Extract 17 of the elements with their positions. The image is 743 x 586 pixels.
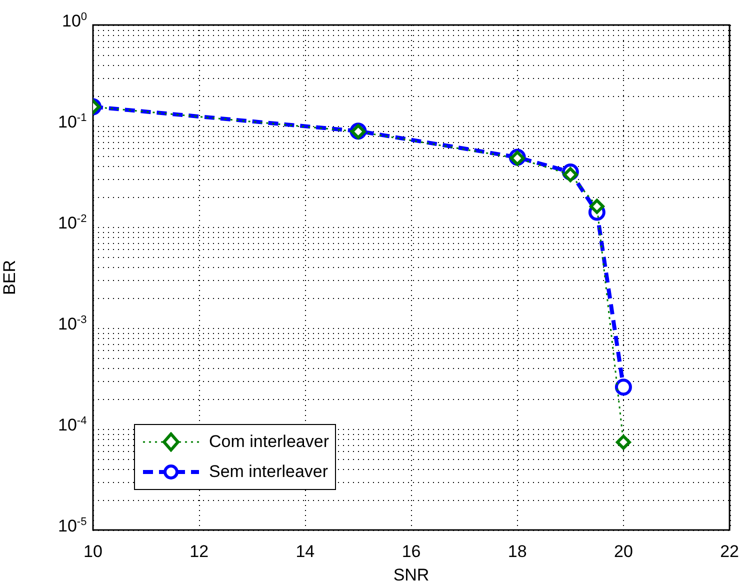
y-tick-label: 10$^{-1}$ (58, 112, 87, 132)
legend-label: Sem interleaver (209, 462, 328, 482)
y-tick-label: 10$^{-2}$ (58, 212, 87, 234)
x-tick-label: 18 (508, 542, 527, 561)
x-tick-label: 22 (720, 542, 740, 561)
y-axis-title: BER (0, 260, 19, 295)
y-tick-label: 10$^{-3}$ (58, 314, 87, 334)
y-tick-label: 10$^{-5}$ (58, 516, 87, 536)
x-tick-label: 10 (84, 542, 102, 561)
y-tick-label: 10$^{0}$ (62, 10, 88, 32)
legend-label: Com interleaver (209, 432, 329, 452)
x-tick-label: 16 (402, 542, 421, 561)
x-tick-label: 12 (190, 542, 209, 561)
x-tick-label: 14 (296, 542, 315, 561)
x-axis-title: SNR (393, 565, 430, 584)
y-tick-label: 10$^{-4}$ (58, 414, 87, 436)
x-tick-label: 20 (614, 542, 633, 561)
